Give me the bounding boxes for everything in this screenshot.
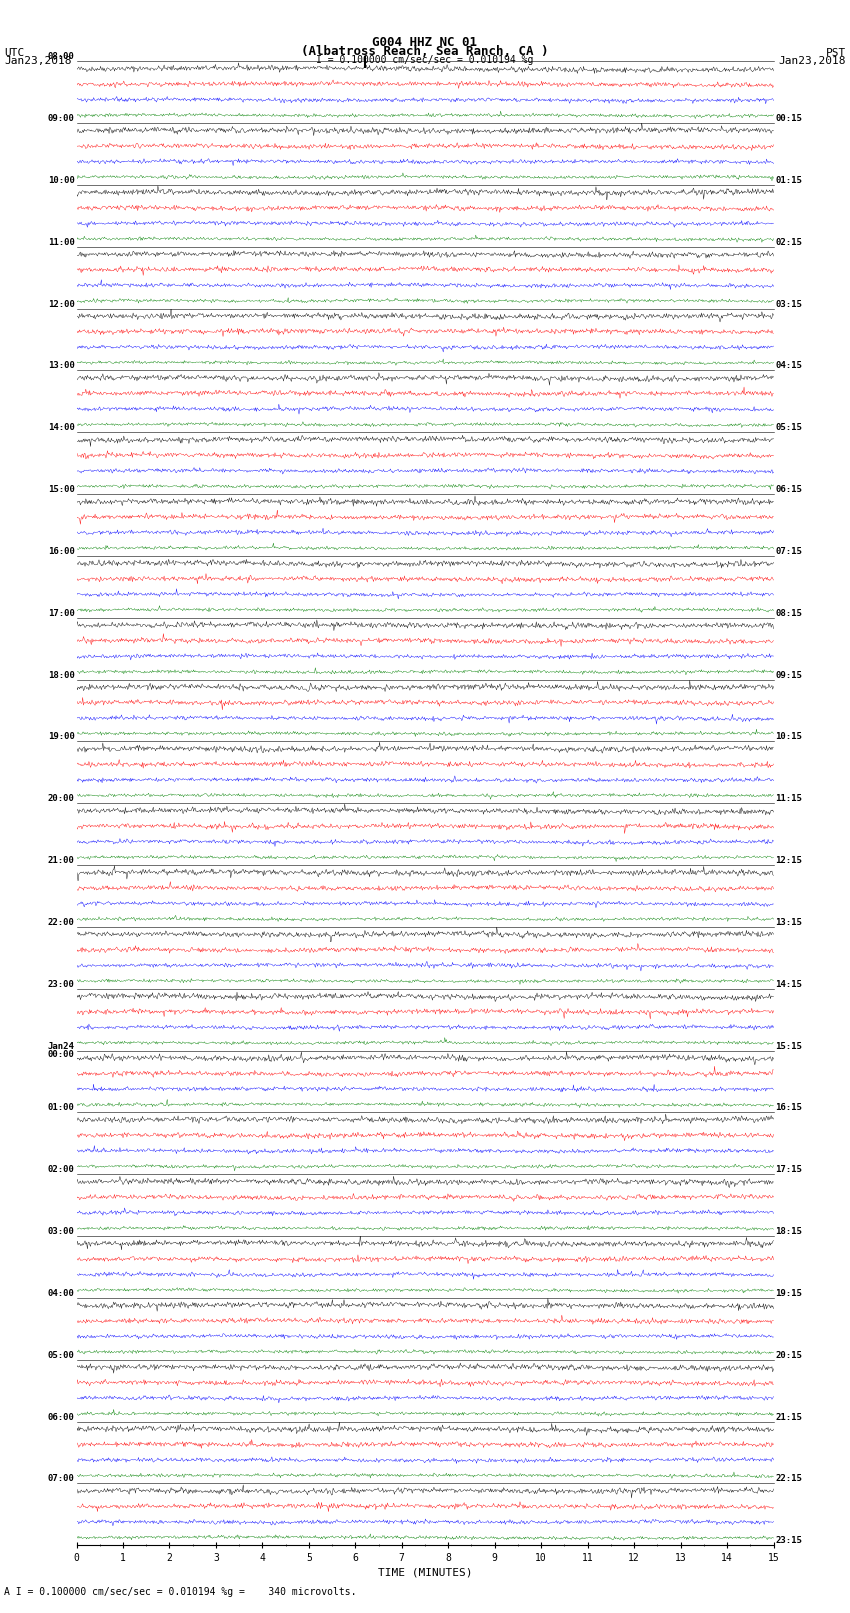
Text: 12:15: 12:15 [775,857,802,865]
Text: 18:00: 18:00 [48,671,75,679]
Text: 10:00: 10:00 [48,176,75,185]
Text: 09:15: 09:15 [775,671,802,679]
Text: 03:00: 03:00 [48,1227,75,1236]
Text: 13:15: 13:15 [775,918,802,927]
Text: 13:00: 13:00 [48,361,75,371]
Text: 17:00: 17:00 [48,608,75,618]
Text: 14:15: 14:15 [775,979,802,989]
Text: 12:00: 12:00 [48,300,75,308]
Text: 03:15: 03:15 [775,300,802,308]
Text: 00:00: 00:00 [48,1050,75,1060]
Text: 23:15: 23:15 [775,1536,802,1545]
Text: I = 0.100000 cm/sec/sec = 0.010194 %g: I = 0.100000 cm/sec/sec = 0.010194 %g [316,55,534,65]
Text: 17:15: 17:15 [775,1165,802,1174]
Text: 15:00: 15:00 [48,486,75,494]
Text: Jan23,2018: Jan23,2018 [4,56,71,66]
Text: 22:15: 22:15 [775,1474,802,1484]
Text: 06:00: 06:00 [48,1413,75,1421]
Text: 20:00: 20:00 [48,794,75,803]
Text: 01:15: 01:15 [775,176,802,185]
Text: UTC: UTC [4,48,25,58]
Text: 07:15: 07:15 [775,547,802,556]
Text: 18:15: 18:15 [775,1227,802,1236]
Text: 19:15: 19:15 [775,1289,802,1298]
Text: 22:00: 22:00 [48,918,75,927]
Text: 08:15: 08:15 [775,608,802,618]
Text: G004 HHZ NC 01: G004 HHZ NC 01 [372,37,478,50]
Text: 02:00: 02:00 [48,1165,75,1174]
Text: 11:15: 11:15 [775,794,802,803]
Text: 16:00: 16:00 [48,547,75,556]
Text: 11:00: 11:00 [48,237,75,247]
Text: 07:00: 07:00 [48,1474,75,1484]
Text: 16:15: 16:15 [775,1103,802,1113]
Text: 23:00: 23:00 [48,979,75,989]
Text: Jan24: Jan24 [48,1042,75,1050]
Text: 05:00: 05:00 [48,1350,75,1360]
Text: PST: PST [825,48,846,58]
Text: (Albatross Reach, Sea Ranch, CA ): (Albatross Reach, Sea Ranch, CA ) [301,45,549,58]
Text: 04:00: 04:00 [48,1289,75,1298]
Text: 21:00: 21:00 [48,857,75,865]
Text: 06:15: 06:15 [775,486,802,494]
Text: 19:00: 19:00 [48,732,75,742]
Text: 04:15: 04:15 [775,361,802,371]
Text: 15:15: 15:15 [775,1042,802,1050]
Text: 00:15: 00:15 [775,115,802,123]
Text: 02:15: 02:15 [775,237,802,247]
Text: 20:15: 20:15 [775,1350,802,1360]
Text: 05:15: 05:15 [775,423,802,432]
Text: A I = 0.100000 cm/sec/sec = 0.010194 %g =    340 microvolts.: A I = 0.100000 cm/sec/sec = 0.010194 %g … [4,1587,357,1597]
Text: 21:15: 21:15 [775,1413,802,1421]
Text: 09:00: 09:00 [48,115,75,123]
Text: 01:00: 01:00 [48,1103,75,1113]
Text: TIME (MINUTES): TIME (MINUTES) [377,1568,473,1578]
Text: 08:00: 08:00 [48,52,75,61]
Text: 10:15: 10:15 [775,732,802,742]
Text: 14:00: 14:00 [48,423,75,432]
Text: Jan23,2018: Jan23,2018 [779,56,846,66]
